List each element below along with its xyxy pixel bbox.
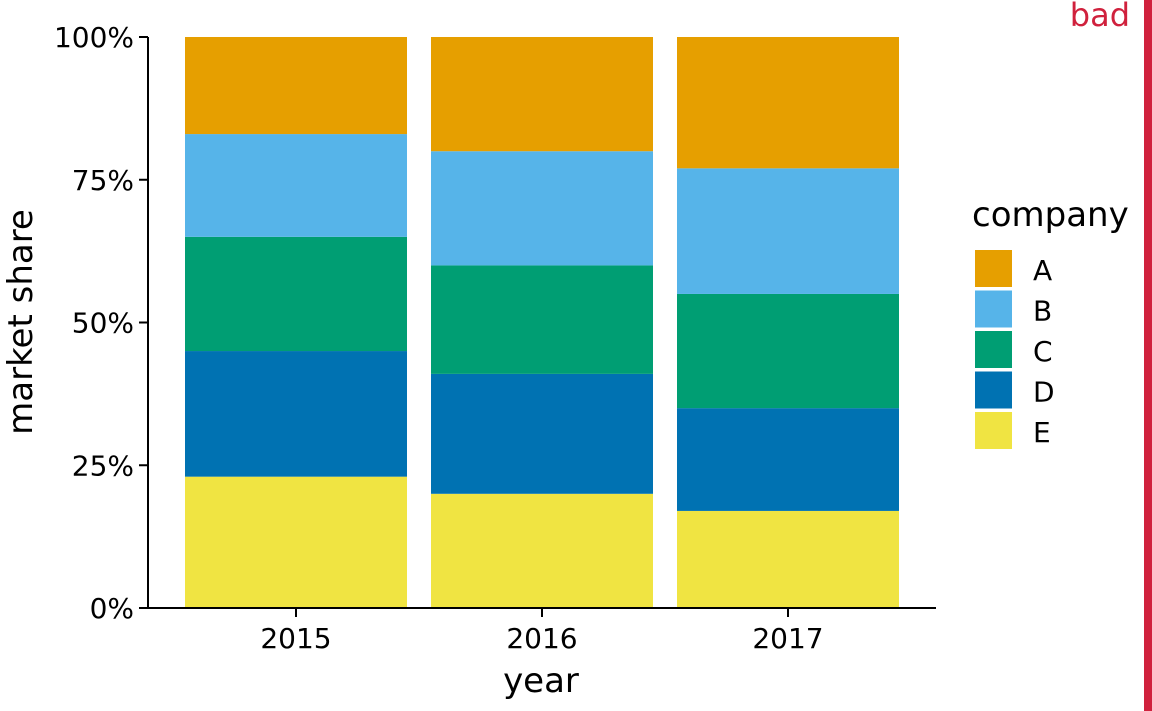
legend-label-E: E [1033,416,1051,449]
bar-segment-E-2015 [185,476,407,608]
legend-label-C: C [1033,335,1053,368]
bar-segment-B-2017 [677,168,899,294]
legend-swatch-E [975,412,1012,449]
legend-label-B: B [1033,295,1052,328]
x-tick-label: 2017 [752,622,823,655]
bar-segment-D-2015 [185,351,407,477]
legend-swatch-D [975,371,1012,409]
y-tick-label: 25% [72,449,134,482]
bar-segment-C-2017 [677,293,899,409]
axes-layer: 0% 25% 50% 75% 100% 2015 2016 2017 [54,21,936,655]
bad-indicator-bar [1144,0,1152,711]
x-tick-label: 2016 [506,622,577,655]
bar-segment-C-2015 [185,236,407,352]
legend-label-D: D [1033,376,1055,409]
y-axis-label: market share [1,209,41,435]
y-tick-label: 50% [72,307,134,340]
bad-label: bad [1069,0,1130,34]
x-axis-label: year [503,661,579,701]
legend-title: company [972,195,1129,235]
legend-swatch-B [975,290,1012,328]
bar-segment-D-2016 [431,373,653,494]
bar-segment-E-2016 [431,493,653,608]
legend-swatch-A [975,250,1012,287]
bar-segment-A-2017 [677,37,899,169]
bar-segment-C-2016 [431,265,653,374]
x-tick-label: 2015 [260,622,331,655]
y-tick-label: 100% [54,21,134,54]
y-tick-label: 0% [90,592,134,625]
y-tick-label: 75% [72,164,134,197]
bars-layer [185,37,899,608]
bar-segment-E-2017 [677,510,899,608]
bar-segment-D-2017 [677,408,899,511]
legend-label-A: A [1033,254,1052,287]
legend-swatch-C [975,331,1012,368]
bar-segment-B-2016 [431,151,653,266]
bar-segment-B-2015 [185,134,407,237]
bar-segment-A-2016 [431,37,653,152]
bar-segment-A-2015 [185,37,407,135]
